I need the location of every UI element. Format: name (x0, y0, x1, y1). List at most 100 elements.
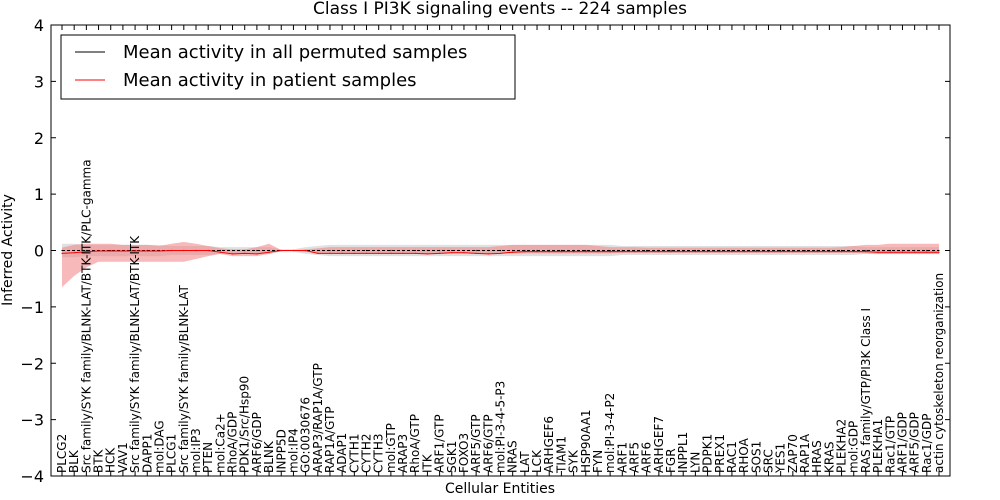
point-series-1-65 (853, 251, 855, 253)
x-category-label: Rac1/GDP (920, 414, 934, 473)
x-axis-title: Cellular Entities (445, 481, 555, 497)
x-category-label: RAP1A (798, 433, 812, 473)
x-category-label: YES1 (774, 443, 788, 474)
point-series-0-2 (85, 249, 87, 252)
band-series-1 (62, 242, 939, 288)
point-series-0-47 (633, 249, 636, 252)
y-tick-label: 1 (34, 185, 44, 204)
chart-title: Class I PI3K signaling events -- 224 sam… (313, 0, 687, 19)
point-series-0-37 (512, 249, 514, 252)
x-category-label: BLNK (262, 440, 276, 473)
x-category-label: NRAS (506, 440, 520, 473)
point-series-1-43 (585, 251, 587, 253)
point-series-1-70 (914, 251, 916, 253)
point-series-1-49 (658, 251, 660, 253)
point-series-1-56 (743, 251, 745, 253)
x-category-label: TIAM1 (554, 436, 568, 474)
point-series-1-54 (719, 251, 721, 253)
point-series-0-49 (658, 249, 660, 252)
x-category-label: BLK (67, 449, 81, 473)
point-series-0-29 (414, 249, 416, 252)
point-series-1-12 (207, 249, 209, 252)
point-series-1-9 (171, 249, 173, 252)
x-category-label: CYTH2 (360, 434, 374, 474)
point-series-0-35 (487, 249, 489, 252)
point-series-0-33 (463, 249, 465, 252)
x-category-label: VAV1 (116, 442, 130, 473)
point-series-0-64 (840, 249, 843, 252)
point-series-0-71 (926, 249, 928, 252)
point-series-1-35 (487, 253, 489, 255)
x-category-label: LYN (688, 452, 702, 473)
point-series-1-68 (889, 251, 891, 253)
x-category-label: RAC1 (725, 441, 739, 473)
point-series-0-62 (816, 249, 818, 252)
point-series-0-44 (597, 249, 599, 252)
point-series-1-66 (865, 251, 867, 253)
point-series-1-0 (61, 252, 63, 254)
x-category-label: KRAS (822, 441, 836, 473)
y-axis-title: Inferred Activity (0, 194, 16, 306)
point-series-1-67 (877, 251, 879, 253)
point-series-1-50 (670, 251, 672, 253)
x-category-label: ARF5/GTP (469, 414, 483, 473)
point-series-0-63 (828, 249, 830, 252)
point-series-0-46 (621, 249, 623, 252)
point-series-0-61 (804, 249, 806, 252)
point-series-0-38 (524, 249, 526, 252)
x-category-label: SYK (567, 449, 581, 473)
x-category-label: INPP5D (274, 429, 288, 473)
x-category-label: Src family/SYK family/BLNK-LAT/BTK-ITK/P… (79, 159, 93, 473)
x-category-label: ARHGEF6 (542, 416, 556, 473)
point-series-0-58 (767, 249, 770, 252)
legend-label-patient: Mean activity in patient samples (123, 70, 417, 91)
point-series-0-32 (451, 249, 453, 252)
point-series-1-15 (244, 252, 246, 254)
point-series-0-41 (560, 249, 563, 252)
point-series-0-54 (719, 249, 721, 252)
point-series-1-63 (828, 251, 830, 253)
x-category-label: mol:PI-3-4-P2 (603, 393, 617, 473)
point-series-0-39 (536, 249, 538, 252)
x-category-label: mol:DAG (152, 420, 166, 473)
y-tick-label: 4 (34, 16, 44, 35)
x-category-label: ARF6/GTP (481, 414, 495, 473)
point-series-1-7 (146, 250, 148, 252)
point-series-0-24 (353, 249, 355, 252)
point-series-0-0 (61, 249, 63, 252)
point-series-1-60 (792, 251, 794, 253)
point-series-1-62 (816, 251, 818, 253)
y-tick-label: 0 (34, 242, 44, 261)
x-category-label: CYTH1 (347, 434, 361, 474)
x-category-label: PLCG2 (55, 434, 69, 473)
y-tick-label: −4 (20, 467, 44, 486)
point-series-1-5 (122, 250, 124, 252)
point-series-0-22 (329, 249, 331, 252)
x-category-label: FOXO3 (457, 433, 471, 473)
point-series-0-52 (694, 249, 696, 252)
point-series-1-38 (524, 251, 526, 253)
x-category-label: RhoA/GTP (408, 414, 422, 473)
point-series-0-69 (901, 249, 904, 252)
point-series-0-28 (402, 249, 404, 252)
point-series-1-33 (463, 252, 465, 254)
point-series-0-25 (365, 249, 368, 252)
point-series-1-53 (706, 251, 709, 253)
x-axis-ticks (61, 25, 940, 476)
x-category-label: PDPK1 (701, 434, 715, 473)
point-series-0-34 (475, 249, 477, 252)
x-category-label: mol:GDP (847, 421, 861, 473)
point-series-1-2 (85, 251, 87, 253)
point-series-1-41 (560, 251, 563, 253)
x-category-label: ARF5 (627, 442, 641, 473)
x-category-label: DAPP1 (140, 434, 154, 473)
x-category-label: RHOA (737, 437, 751, 473)
x-category-label: RAS family/GTP/PI3K Class I (859, 308, 873, 473)
point-series-0-48 (646, 249, 648, 252)
point-series-0-14 (231, 249, 234, 252)
point-series-1-72 (938, 251, 940, 253)
point-series-0-55 (731, 249, 733, 252)
point-series-1-24 (353, 252, 355, 254)
